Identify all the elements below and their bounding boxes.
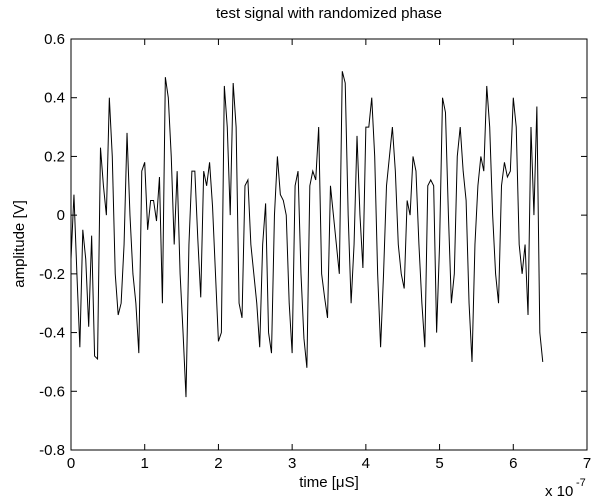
y-tick-label: -0.8 <box>39 442 65 459</box>
signal-line <box>70 71 544 398</box>
plot-frame <box>70 38 588 451</box>
y-tick-label: -0.6 <box>39 383 65 400</box>
y-axis-label: amplitude [V] <box>11 200 28 288</box>
y-tick-label: 0 <box>57 207 65 224</box>
x-tick-label: 3 <box>288 455 296 472</box>
y-tick-label: -0.2 <box>39 266 65 283</box>
x-multiplier: x 10 <box>545 483 573 500</box>
x-tick-label: 7 <box>583 455 591 472</box>
x-multiplier-exponent: -7 <box>576 477 586 489</box>
x-tick-label: 6 <box>509 455 517 472</box>
x-axis-label: time [μS] <box>299 474 359 491</box>
x-tick-label: 1 <box>141 455 149 472</box>
x-tick-label: 0 <box>67 455 75 472</box>
chart-title: test signal with randomized phase <box>216 5 442 22</box>
y-tick-label: 0.6 <box>44 31 65 48</box>
y-tick-label: 0.2 <box>44 148 65 165</box>
x-tick-label: 5 <box>435 455 443 472</box>
y-tick-label: 0.4 <box>44 90 65 107</box>
y-tick-label: -0.4 <box>39 325 65 342</box>
x-tick-label: 4 <box>362 455 370 472</box>
x-tick-label: 2 <box>214 455 222 472</box>
